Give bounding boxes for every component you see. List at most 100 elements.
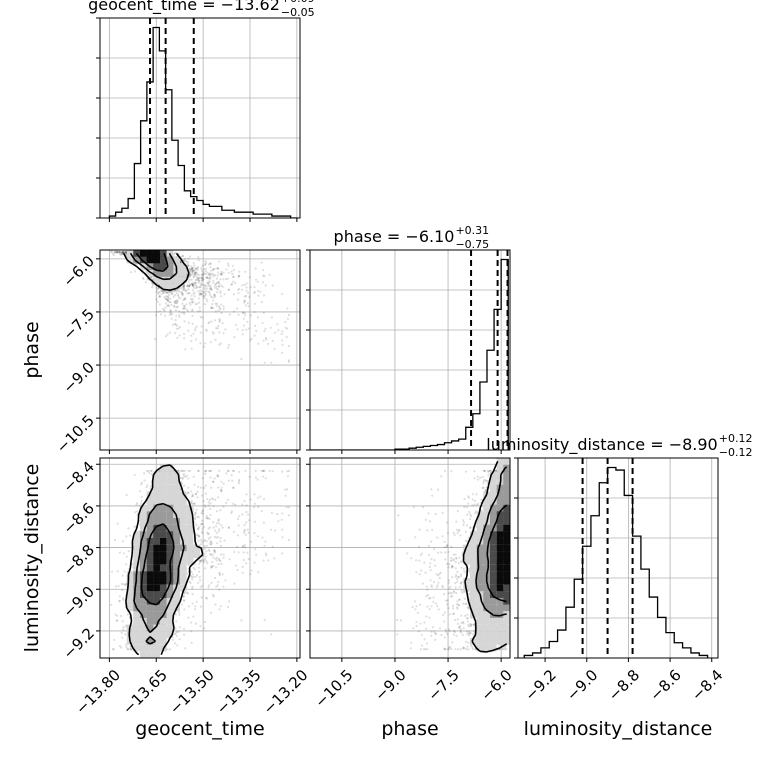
scatter-point	[169, 331, 172, 334]
scatter-point	[236, 298, 239, 301]
scatter-point	[245, 286, 248, 289]
scatter-point	[187, 292, 190, 295]
scatter-point	[130, 648, 133, 651]
scatter-point	[191, 314, 194, 317]
scatter-point	[189, 270, 192, 273]
scatter-point	[209, 293, 212, 296]
scatter-point	[217, 271, 220, 274]
scatter-point	[189, 272, 192, 275]
scatter-point	[178, 325, 181, 329]
scatter-point	[192, 332, 195, 335]
scatter-point	[243, 311, 246, 315]
scatter-point	[227, 346, 230, 349]
scatter-point	[167, 297, 170, 300]
scatter-point	[261, 321, 264, 324]
scatter-point	[218, 319, 221, 322]
scatter-point	[238, 270, 241, 273]
scatter-point	[193, 291, 196, 294]
contour-line-3	[135, 252, 169, 272]
scatter-point	[281, 292, 284, 296]
scatter-point	[264, 327, 267, 330]
scatter-point	[199, 579, 202, 582]
scatter-point	[244, 546, 247, 549]
scatter-point	[202, 525, 205, 529]
scatter-point	[238, 515, 241, 518]
scatter-point	[250, 337, 253, 340]
scatter-point	[271, 339, 274, 343]
scatter-point	[181, 292, 184, 295]
scatter-point	[243, 295, 246, 298]
scatter-point	[204, 294, 207, 297]
scatter-point	[222, 505, 225, 508]
scatter-point	[168, 313, 171, 317]
scatter-point	[183, 627, 186, 630]
scatter-point	[167, 299, 170, 302]
scatter-point	[207, 273, 210, 276]
scatter-point	[174, 300, 177, 303]
scatter-point	[125, 645, 128, 648]
scatter-point	[227, 271, 230, 274]
scatter-point	[169, 311, 172, 314]
scatter-point	[201, 279, 204, 282]
scatter-point	[210, 288, 213, 292]
scatter-point	[125, 251, 128, 254]
scatter-point	[220, 270, 223, 273]
scatter-point	[197, 273, 200, 277]
scatter-point	[171, 293, 174, 296]
scatter-point	[204, 284, 207, 287]
scatter-point	[161, 289, 164, 293]
scatter-point	[269, 326, 272, 329]
scatter-point	[276, 513, 279, 516]
scatter-point	[201, 293, 204, 296]
scatter-point	[286, 470, 289, 473]
scatter-point	[243, 299, 247, 302]
scatter-point	[115, 619, 118, 623]
scatter-point	[190, 334, 193, 337]
scatter-point	[173, 301, 176, 304]
scatter-point	[215, 285, 218, 288]
scatter-point	[179, 261, 183, 264]
scatter-point	[241, 571, 244, 574]
scatter-point	[237, 313, 240, 316]
scatter-point	[199, 284, 202, 287]
scatter-point	[220, 311, 223, 315]
scatter-point	[183, 257, 186, 260]
scatter-point	[159, 310, 162, 313]
scatter-point	[212, 268, 215, 271]
scatter-point	[169, 309, 172, 312]
scatter-point	[204, 273, 207, 276]
scatter-point	[222, 482, 225, 485]
panel-title-minus: −0.05	[281, 6, 315, 19]
density-cell	[173, 256, 180, 264]
scatter-point	[243, 301, 246, 304]
scatter-point	[220, 273, 223, 276]
scatter-point	[224, 328, 227, 331]
scatter-point	[207, 284, 210, 288]
scatter-point	[182, 299, 185, 302]
scatter-point	[202, 512, 205, 515]
scatter-point	[213, 319, 217, 322]
scatter-point	[262, 268, 265, 272]
density-cell	[126, 250, 134, 257]
scatter-point	[203, 268, 206, 271]
scatter-point	[154, 314, 158, 317]
scatter-point	[277, 329, 280, 332]
scatter-point	[226, 277, 229, 280]
scatter-point	[200, 486, 203, 489]
scatter-point	[219, 291, 222, 294]
density-cell	[146, 256, 154, 264]
scatter-point	[237, 275, 240, 278]
scatter-point	[201, 519, 204, 523]
scatter-point	[237, 291, 240, 295]
scatter-point	[193, 272, 197, 275]
scatter-point	[175, 630, 178, 634]
scatter-point	[280, 332, 283, 336]
density-cell	[180, 276, 187, 284]
scatter-point	[167, 300, 170, 303]
scatter-point	[191, 602, 194, 605]
scatter-point	[174, 323, 177, 326]
scatter-point	[202, 278, 205, 281]
scatter-point	[232, 275, 235, 278]
scatter-point	[198, 292, 201, 295]
